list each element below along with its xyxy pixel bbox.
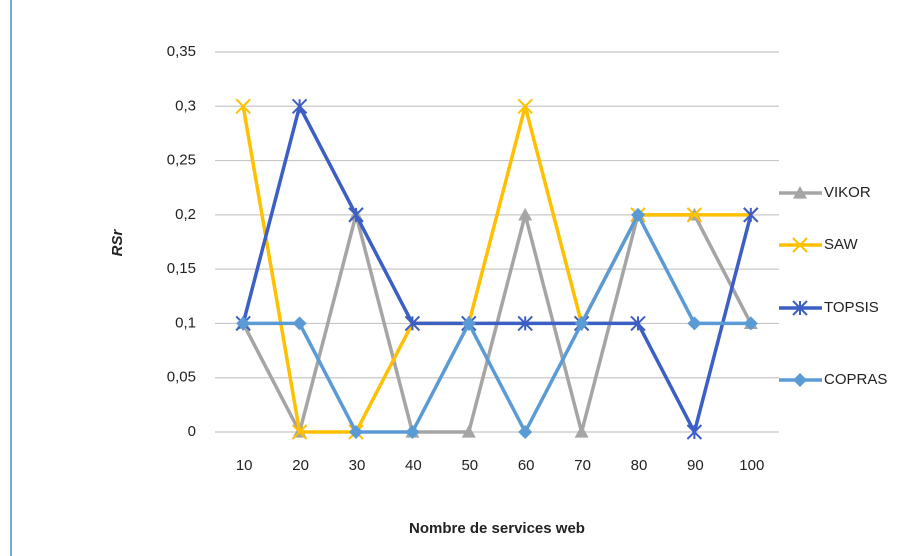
- legend-label: TOPSIS: [824, 299, 879, 316]
- legend-label: SAW: [824, 236, 858, 253]
- legend-label: VIKOR: [824, 184, 871, 201]
- series-line: [241, 104, 751, 434]
- marker: [461, 425, 476, 438]
- x-tick-label: 90: [687, 457, 704, 474]
- marker: [630, 315, 646, 332]
- y-tick-label: 0,15: [167, 260, 196, 277]
- marker: [236, 316, 251, 331]
- marker: [574, 316, 589, 331]
- marker: [404, 315, 421, 332]
- series-line: [241, 104, 753, 434]
- marker: [743, 207, 759, 223]
- x-tick-label: 40: [405, 457, 422, 474]
- marker: [517, 315, 533, 332]
- x-tick-label: 30: [349, 457, 366, 474]
- x-tick-label: 100: [739, 457, 764, 474]
- x-tick-label: 20: [292, 457, 309, 474]
- y-tick-label: 0,2: [175, 206, 196, 223]
- y-tick-label: 0: [188, 423, 196, 440]
- marker: [517, 98, 533, 114]
- y-tick-label: 0,05: [167, 369, 196, 386]
- x-tick-label: 60: [518, 457, 535, 474]
- marker: [291, 424, 308, 440]
- x-tick-label: 10: [236, 457, 253, 474]
- marker: [518, 207, 533, 221]
- x-axis-label: Nombre de services web: [409, 520, 585, 537]
- x-tick-label: 70: [574, 457, 591, 474]
- legend-label: COPRAS: [824, 371, 887, 388]
- legend-marker: [792, 300, 808, 316]
- legend-marker: [793, 186, 807, 199]
- marker: [349, 425, 363, 439]
- marker: [235, 98, 251, 114]
- x-tick-label: 50: [461, 457, 478, 474]
- marker: [574, 425, 589, 438]
- series-line: [243, 213, 751, 434]
- marker: [405, 425, 420, 439]
- y-tick-label: 0,25: [167, 152, 196, 169]
- marker: [686, 424, 703, 440]
- marker: [291, 98, 308, 114]
- marker: [518, 425, 533, 439]
- y-tick-label: 0,3: [175, 97, 196, 114]
- marker: [348, 207, 364, 223]
- marker: [631, 207, 645, 222]
- marker: [743, 316, 758, 331]
- marker: [292, 316, 307, 331]
- x-tick-label: 80: [631, 457, 648, 474]
- legend-marker: [792, 237, 808, 253]
- y-tick-label: 0,1: [175, 314, 196, 331]
- y-axis-label: RSr: [109, 229, 126, 257]
- y-tick-label: 0,35: [167, 43, 196, 60]
- legend-marker: [793, 373, 807, 387]
- marker: [686, 207, 703, 223]
- marker: [461, 316, 476, 331]
- marker: [687, 316, 702, 331]
